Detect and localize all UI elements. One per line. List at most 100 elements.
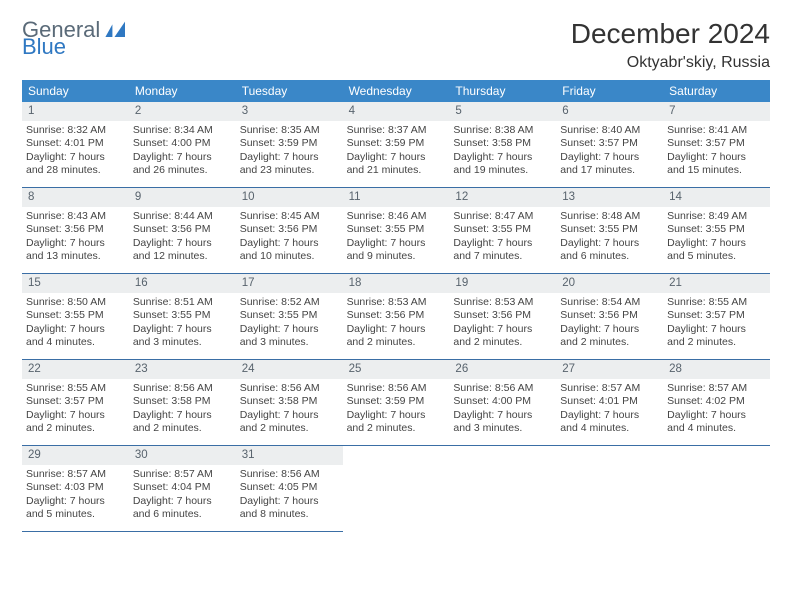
day-number: 9 (129, 188, 236, 207)
col-friday: Friday (556, 80, 663, 102)
calendar-cell: 13Sunrise: 8:48 AMSunset: 3:55 PMDayligh… (556, 188, 663, 274)
sunrise-line: Sunrise: 8:56 AM (453, 382, 552, 395)
daylight-line: Daylight: 7 hours and 2 minutes. (240, 409, 339, 436)
day-number: 28 (663, 360, 770, 379)
daylight-line: Daylight: 7 hours and 8 minutes. (240, 495, 339, 522)
daylight-line: Daylight: 7 hours and 5 minutes. (667, 237, 766, 264)
calendar-cell: 22Sunrise: 8:55 AMSunset: 3:57 PMDayligh… (22, 360, 129, 446)
daylight-line: Daylight: 7 hours and 12 minutes. (133, 237, 232, 264)
daylight-line: Daylight: 7 hours and 5 minutes. (26, 495, 125, 522)
calendar-cell: 30Sunrise: 8:57 AMSunset: 4:04 PMDayligh… (129, 446, 236, 532)
sunrise-line: Sunrise: 8:57 AM (667, 382, 766, 395)
sunrise-line: Sunrise: 8:44 AM (133, 210, 232, 223)
calendar-cell (343, 446, 450, 532)
sunset-line: Sunset: 3:55 PM (240, 309, 339, 322)
day-number: 18 (343, 274, 450, 293)
day-number: 27 (556, 360, 663, 379)
sunset-line: Sunset: 3:56 PM (347, 309, 446, 322)
calendar-cell: 2Sunrise: 8:34 AMSunset: 4:00 PMDaylight… (129, 102, 236, 188)
title-block: December 2024 Oktyabr'skiy, Russia (571, 18, 770, 72)
daylight-line: Daylight: 7 hours and 13 minutes. (26, 237, 125, 264)
sunset-line: Sunset: 4:04 PM (133, 481, 232, 494)
sunset-line: Sunset: 3:59 PM (240, 137, 339, 150)
sunset-line: Sunset: 3:57 PM (26, 395, 125, 408)
sunset-line: Sunset: 3:56 PM (240, 223, 339, 236)
calendar-cell: 17Sunrise: 8:52 AMSunset: 3:55 PMDayligh… (236, 274, 343, 360)
daylight-line: Daylight: 7 hours and 7 minutes. (453, 237, 552, 264)
day-number: 3 (236, 102, 343, 121)
day-number: 19 (449, 274, 556, 293)
calendar-cell: 25Sunrise: 8:56 AMSunset: 3:59 PMDayligh… (343, 360, 450, 446)
calendar-cell: 1 Sunrise: 8:32 AMSunset: 4:01 PMDaylight… (22, 102, 129, 188)
daylight-line: Daylight: 7 hours and 2 minutes. (560, 323, 659, 350)
day-number: 15 (22, 274, 129, 293)
day-number: 11 (343, 188, 450, 207)
col-monday: Monday (129, 80, 236, 102)
sunset-line: Sunset: 4:01 PM (26, 137, 125, 150)
day-number: 25 (343, 360, 450, 379)
logo-text: General Blue (22, 18, 132, 58)
page: General Blue December 2024 Oktyabr'skiy,… (0, 0, 792, 550)
day-number: 1 (22, 102, 129, 121)
sunset-line: Sunset: 3:58 PM (133, 395, 232, 408)
calendar-cell: 3 Sunrise: 8:35 AMSunset: 3:59 PMDaylight… (236, 102, 343, 188)
calendar-cell: 19Sunrise: 8:53 AMSunset: 3:56 PMDayligh… (449, 274, 556, 360)
day-number: 20 (556, 274, 663, 293)
day-number: 16 (129, 274, 236, 293)
calendar-cell: 21Sunrise: 8:55 AMSunset: 3:57 PMDayligh… (663, 274, 770, 360)
sunrise-line: Sunrise: 8:32 AM (26, 124, 125, 137)
page-title: December 2024 (571, 18, 770, 50)
calendar-cell: 23Sunrise: 8:56 AMSunset: 3:58 PMDayligh… (129, 360, 236, 446)
sunset-line: Sunset: 3:57 PM (667, 309, 766, 322)
sunset-line: Sunset: 3:56 PM (453, 309, 552, 322)
daylight-line: Daylight: 7 hours and 19 minutes. (453, 151, 552, 178)
calendar-cell (663, 446, 770, 532)
day-number: 14 (663, 188, 770, 207)
calendar-cell: 10Sunrise: 8:45 AMSunset: 3:56 PMDayligh… (236, 188, 343, 274)
daylight-line: Daylight: 7 hours and 3 minutes. (240, 323, 339, 350)
calendar-cell: 8Sunrise: 8:43 AMSunset: 3:56 PMDaylight… (22, 188, 129, 274)
daylight-line: Daylight: 7 hours and 26 minutes. (133, 151, 232, 178)
daylight-line: Daylight: 7 hours and 4 minutes. (26, 323, 125, 350)
day-number: 31 (236, 446, 343, 465)
calendar-cell: 11Sunrise: 8:46 AMSunset: 3:55 PMDayligh… (343, 188, 450, 274)
col-saturday: Saturday (663, 80, 770, 102)
sunrise-line: Sunrise: 8:40 AM (560, 124, 659, 137)
sunset-line: Sunset: 3:57 PM (667, 137, 766, 150)
daylight-line: Daylight: 7 hours and 28 minutes. (26, 151, 125, 178)
calendar-cell: 12Sunrise: 8:47 AMSunset: 3:55 PMDayligh… (449, 188, 556, 274)
day-number: 23 (129, 360, 236, 379)
day-number: 10 (236, 188, 343, 207)
daylight-line: Daylight: 7 hours and 10 minutes. (240, 237, 339, 264)
calendar-cell (449, 446, 556, 532)
calendar-cell: 27Sunrise: 8:57 AMSunset: 4:01 PMDayligh… (556, 360, 663, 446)
calendar-cell: 6Sunrise: 8:40 AMSunset: 3:57 PMDaylight… (556, 102, 663, 188)
calendar-cell: 28Sunrise: 8:57 AMSunset: 4:02 PMDayligh… (663, 360, 770, 446)
sunrise-line: Sunrise: 8:48 AM (560, 210, 659, 223)
daylight-line: Daylight: 7 hours and 2 minutes. (26, 409, 125, 436)
day-number: 6 (556, 102, 663, 121)
sunrise-line: Sunrise: 8:52 AM (240, 296, 339, 309)
header: General Blue December 2024 Oktyabr'skiy,… (22, 18, 770, 72)
sunrise-line: Sunrise: 8:34 AM (133, 124, 232, 137)
calendar-cell: 31Sunrise: 8:56 AMSunset: 4:05 PMDayligh… (236, 446, 343, 532)
calendar-body: 1Sunrise: 8:32 AMSunset: 4:01 PMDaylight… (22, 102, 770, 532)
sunset-line: Sunset: 3:56 PM (560, 309, 659, 322)
daylight-line: Daylight: 7 hours and 15 minutes. (667, 151, 766, 178)
sunset-line: Sunset: 3:58 PM (453, 137, 552, 150)
day-number: 29 (22, 446, 129, 465)
sunrise-line: Sunrise: 8:56 AM (347, 382, 446, 395)
calendar-cell: 5Sunrise: 8:38 AMSunset: 3:58 PMDaylight… (449, 102, 556, 188)
day-number: 7 (663, 102, 770, 121)
sunrise-line: Sunrise: 8:35 AM (240, 124, 339, 137)
daylight-line: Daylight: 7 hours and 6 minutes. (560, 237, 659, 264)
col-tuesday: Tuesday (236, 80, 343, 102)
daylight-line: Daylight: 7 hours and 2 minutes. (133, 409, 232, 436)
col-wednesday: Wednesday (343, 80, 450, 102)
daylight-line: Daylight: 7 hours and 2 minutes. (453, 323, 552, 350)
sunrise-line: Sunrise: 8:55 AM (667, 296, 766, 309)
sunset-line: Sunset: 4:01 PM (560, 395, 659, 408)
daylight-line: Daylight: 7 hours and 23 minutes. (240, 151, 339, 178)
sunrise-line: Sunrise: 8:51 AM (133, 296, 232, 309)
sunset-line: Sunset: 3:59 PM (347, 395, 446, 408)
